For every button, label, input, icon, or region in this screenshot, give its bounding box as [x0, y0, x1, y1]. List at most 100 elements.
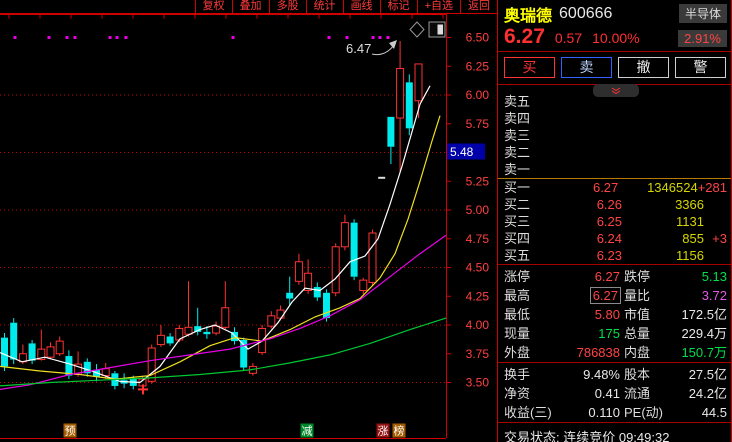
ma-magenta: [0, 234, 447, 390]
svg-text:3.75: 3.75: [466, 347, 490, 361]
stats-row: 净资 0.41 流通 24.2亿: [498, 384, 731, 403]
book-row[interactable]: 买三 6.25 1131: [498, 213, 731, 230]
stat-label: 股本: [624, 367, 651, 382]
level-delta: [704, 93, 727, 110]
diamond-icon[interactable]: [409, 21, 425, 38]
level-volume: 3366: [675, 197, 704, 212]
stats-row: 最低 5.80 市值 172.5亿: [498, 305, 731, 324]
toolbar-button[interactable]: 标记: [379, 0, 417, 13]
ma-layer: [0, 85, 447, 390]
svg-text:5.25: 5.25: [466, 174, 490, 188]
sector-badge[interactable]: 半导体: [678, 4, 727, 23]
stat-label: 跌停: [624, 269, 651, 284]
stat-label: 总量: [624, 326, 651, 341]
stat-label: 涨停: [504, 269, 531, 284]
book-row[interactable]: 卖四: [498, 110, 731, 127]
stat-value: 786838: [576, 345, 620, 360]
toolbar-button[interactable]: 多股: [268, 0, 306, 13]
candles-layer: [1, 40, 423, 390]
book-row[interactable]: 卖一: [498, 161, 731, 178]
svg-text:3.50: 3.50: [466, 376, 490, 390]
chevron-down-icon: [611, 87, 621, 94]
level-price: 6.25: [596, 214, 622, 229]
book-row[interactable]: 买二 6.26 3366: [498, 196, 731, 213]
level-volume: 1346524: [647, 180, 698, 195]
stat-label: 换手: [504, 367, 531, 382]
level-delta: [704, 144, 727, 161]
stat-label: PE(动): [624, 405, 664, 420]
svg-text:6.50: 6.50: [466, 31, 490, 45]
book-row[interactable]: 买五 6.23 1156: [498, 247, 731, 264]
book-row[interactable]: 买一 6.27 1346524 +281: [498, 179, 731, 196]
level-price: 6.27: [592, 180, 619, 195]
stat-value: 0.41: [594, 386, 620, 401]
stat-label: 流通: [624, 386, 651, 401]
divider: [498, 362, 731, 363]
toolbar-button[interactable]: 复权: [194, 0, 232, 13]
alert-button[interactable]: 警: [675, 57, 726, 78]
svg-text:减: 减: [302, 425, 313, 438]
book-row[interactable]: 卖三: [498, 127, 731, 144]
stat-label: 收益(三): [504, 405, 552, 420]
divider: [498, 422, 731, 423]
quote-panel: 奥瑞德 600666 半导体 6.27 0.57 10.00% 2.91% 买卖…: [497, 0, 732, 442]
toolbar-button[interactable]: +自选: [416, 0, 460, 13]
level-label: 卖二: [504, 145, 531, 160]
level-price: 6.26: [596, 197, 622, 212]
stats-block-2: 换手 9.48% 股本 27.5亿 净资 0.41 流通 24.2亿 收益(三) 0.110 PE(…: [498, 363, 731, 422]
stat-value: 175: [598, 326, 620, 341]
quote-header: 奥瑞德 600666 半导体 6.27 0.57 10.00% 2.91%: [498, 0, 731, 51]
cancel-button[interactable]: 撤: [618, 57, 669, 78]
level-label: 卖五: [504, 94, 531, 109]
divider: [498, 51, 731, 52]
level-label: 买三: [504, 214, 531, 229]
stat-label: 量比: [624, 288, 651, 303]
level-delta: +281: [697, 180, 727, 195]
stat-value: 27.5亿: [688, 367, 727, 382]
buy-levels: 买一 6.27 1346524 +281 买二 6.26 3366 买三 6.25 1131 买四 6…: [498, 179, 731, 264]
book-row[interactable]: 卖五: [498, 93, 731, 110]
level-volume: [622, 144, 704, 161]
book-row[interactable]: 卖二: [498, 144, 731, 161]
level-delta: [704, 196, 727, 213]
svg-text:4.00: 4.00: [466, 318, 490, 332]
stat-label: 外盘: [504, 345, 531, 360]
level-volume: 1131: [676, 214, 704, 229]
level-label: 卖一: [504, 162, 531, 177]
trade-status: 交易状态: 连续竞价 09:49:32: [504, 430, 670, 442]
svg-text:预: 预: [65, 425, 76, 438]
stats-row: 现量 175 总量 229.4万: [498, 324, 731, 343]
stats-row: 收益(三) 0.110 PE(动) 44.5: [498, 403, 731, 422]
axis-price-tag: 5.48: [447, 143, 485, 160]
level-delta: [704, 161, 727, 178]
toolbar-button[interactable]: 画线: [342, 0, 380, 13]
svg-text:5.00: 5.00: [466, 203, 490, 217]
toolbar-button[interactable]: 叠加: [231, 0, 269, 13]
stat-value: 44.5: [701, 405, 727, 420]
kline-chart[interactable]: 6.50 6.25 6.00 5.75 5.25 5.00 4.75 4.50 4.25 4.00…: [0, 0, 497, 442]
level-label: 买二: [504, 197, 531, 212]
stat-label: 内盘: [624, 345, 651, 360]
level-volume: 855: [682, 231, 704, 246]
toolbar-button[interactable]: 统计: [305, 0, 343, 13]
level-delta: +3: [712, 231, 727, 246]
level-label: 买一: [504, 180, 531, 195]
ma-white: [0, 85, 431, 384]
action-buttons: 买卖撤警: [498, 52, 731, 84]
sell-button[interactable]: 卖: [561, 57, 612, 78]
level-price: 6.24: [596, 231, 622, 246]
level-price: [538, 127, 622, 144]
book-row[interactable]: 买四 6.24 855 +3: [498, 230, 731, 247]
level-label: 卖四: [504, 111, 531, 126]
stat-label: 最高: [504, 288, 531, 303]
event-badges[interactable]: 预 减 涨榜: [63, 423, 406, 438]
last-price: 6.27: [504, 25, 545, 48]
stat-value: 6.27: [594, 269, 620, 284]
buy-button[interactable]: 买: [504, 57, 555, 78]
expand-levels-pill[interactable]: [593, 84, 639, 97]
stat-value: 9.48%: [583, 367, 620, 382]
panel-layout-icon[interactable]: [428, 21, 446, 38]
svg-text:5.75: 5.75: [466, 117, 490, 131]
toolbar-button[interactable]: 返回: [460, 0, 497, 13]
